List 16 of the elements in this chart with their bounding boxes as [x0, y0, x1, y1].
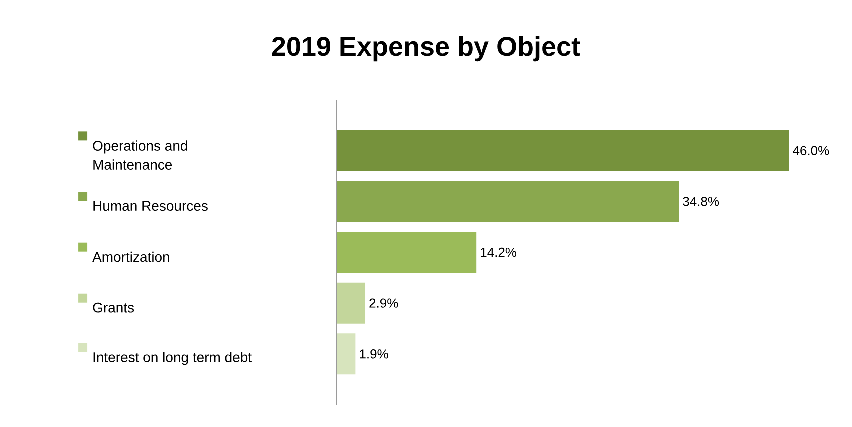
chart-title: 2019 Expense by Object [272, 36, 580, 62]
data-label: 14.2% [481, 248, 517, 258]
y-tick-label: Amortization [92, 252, 170, 262]
y-tick-label: Interest on long term debt [94, 352, 252, 366]
data-label: 1.9% [360, 350, 388, 359]
y-tick-label: Grants [93, 302, 134, 313]
y-tick-label: Human Resources [94, 201, 208, 212]
data-label: 34.8% [683, 197, 720, 206]
bar [337, 282, 366, 324]
y-tick-label: Operations and Maintenance [93, 140, 188, 170]
data-label: 46.0% [793, 146, 830, 156]
bar [337, 232, 477, 273]
bar [337, 334, 356, 375]
bar [337, 130, 790, 172]
data-label: 2.9% [370, 298, 398, 308]
bar [337, 181, 680, 222]
